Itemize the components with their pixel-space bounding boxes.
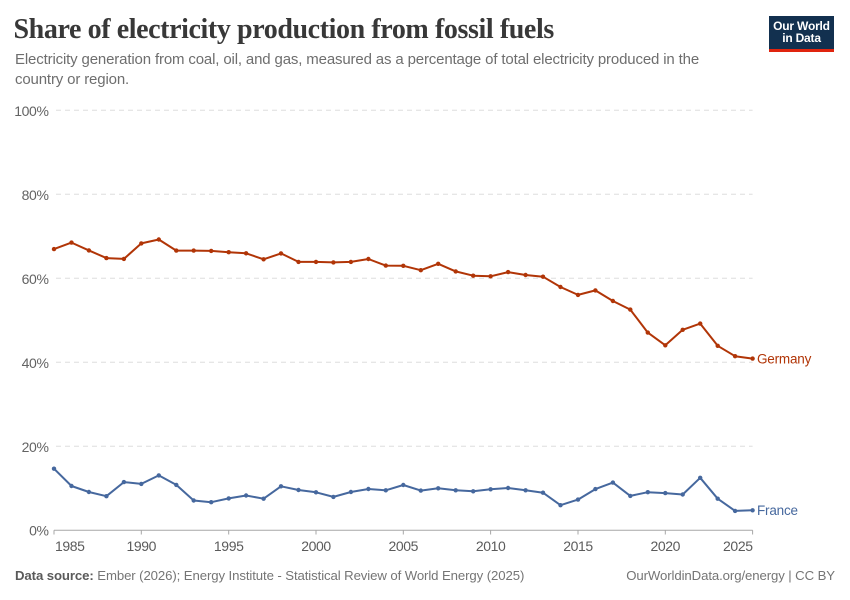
svg-text:20%: 20%: [22, 439, 49, 455]
svg-text:2020: 2020: [651, 538, 681, 554]
svg-text:100%: 100%: [14, 103, 48, 119]
svg-text:France: France: [757, 503, 798, 518]
svg-text:Germany: Germany: [757, 352, 812, 367]
svg-text:0%: 0%: [29, 523, 48, 539]
svg-text:40%: 40%: [22, 355, 49, 371]
svg-text:2025: 2025: [723, 538, 753, 554]
svg-text:2010: 2010: [476, 538, 506, 554]
svg-text:2015: 2015: [563, 538, 593, 554]
svg-text:1990: 1990: [127, 538, 157, 554]
svg-text:1995: 1995: [214, 538, 244, 554]
svg-text:1985: 1985: [55, 538, 85, 554]
svg-text:80%: 80%: [22, 187, 49, 203]
svg-text:2005: 2005: [389, 538, 419, 554]
svg-text:60%: 60%: [22, 271, 49, 287]
svg-text:2000: 2000: [301, 538, 331, 554]
